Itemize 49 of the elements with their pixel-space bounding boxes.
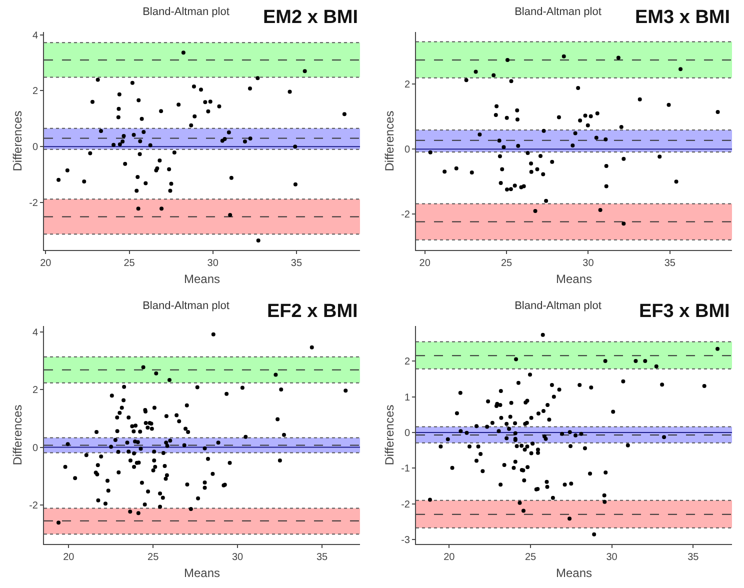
x-axis-title: Means	[556, 272, 592, 286]
x-tick-label: 30	[232, 552, 244, 563]
x-tick-label: 30	[207, 258, 219, 269]
chart-title: Bland-Altman plot	[514, 6, 602, 18]
chart-subtitle: EF2 x BMI	[267, 301, 358, 322]
y-tick-label: -2	[401, 210, 410, 221]
x-tick-label: 35	[664, 258, 676, 269]
x-tick-label: 35	[688, 552, 700, 563]
x-tick-label: 20	[63, 552, 75, 563]
x-tick-label: 25	[500, 258, 513, 269]
x-tick-label: 35	[290, 258, 302, 269]
y-axis-title: Differences	[382, 404, 396, 466]
x-tick-label: 35	[316, 552, 328, 563]
x-axis-title: Means	[184, 566, 220, 580]
x-axis-title: Means	[184, 272, 220, 286]
y-tick-label: 4	[32, 327, 38, 338]
y-axis-title: Differences	[382, 110, 396, 172]
chart-title: Bland-Altman plot	[142, 6, 230, 18]
x-tick-label: 25	[148, 552, 160, 563]
y-tick-label: -2	[29, 198, 38, 209]
y-tick-label: 2	[32, 385, 38, 396]
chart-subtitle: EM2 x BMI	[263, 7, 358, 28]
x-tick-label: 25	[524, 552, 536, 563]
y-tick-label: 1	[404, 392, 410, 404]
y-tick-label: -2	[401, 499, 410, 510]
chart-subtitle: EM3 x BMI	[635, 7, 730, 28]
chart-title: Bland-Altman plot	[514, 300, 602, 312]
y-axis-title: Differences	[10, 110, 24, 172]
y-axis-title: Differences	[10, 404, 24, 466]
y-tick-label: -2	[29, 500, 38, 512]
y-tick-label: 0	[32, 142, 38, 154]
y-tick-label: -3	[401, 535, 410, 546]
y-tick-label: 0	[404, 144, 410, 156]
x-tick-label: 25	[124, 258, 136, 269]
y-tick-label: 4	[32, 30, 38, 42]
x-tick-label: 20	[444, 552, 456, 563]
y-tick-label: 2	[404, 356, 410, 368]
x-tick-label: 20	[40, 258, 52, 269]
y-tick-label: 2	[32, 86, 38, 98]
y-tick-label: 0	[404, 428, 410, 439]
x-tick-label: 30	[606, 552, 618, 563]
y-tick-label: -1	[401, 464, 410, 475]
x-axis-title: Means	[556, 566, 592, 580]
y-tick-label: 0	[32, 442, 38, 454]
y-tick-label: 2	[404, 80, 410, 91]
chart-title: Bland-Altman plot	[142, 300, 230, 312]
x-tick-label: 30	[582, 258, 594, 269]
x-tick-label: 20	[419, 258, 431, 269]
chart-subtitle: EF3 x BMI	[639, 301, 730, 322]
